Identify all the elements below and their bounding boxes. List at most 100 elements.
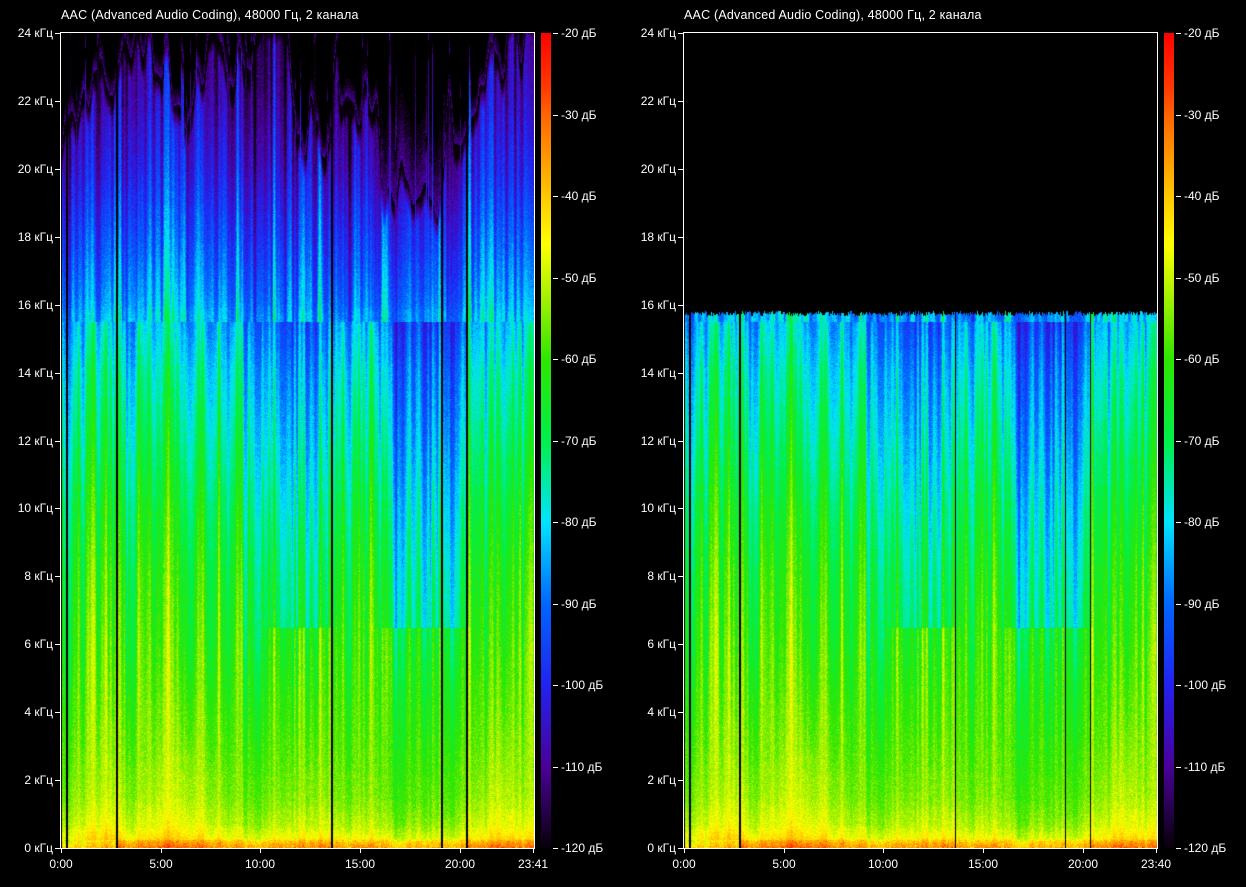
colorbar-tick [553,685,558,686]
y-tick-label: 4 кГц [24,705,53,719]
y-tick-label: 6 кГц [647,637,676,651]
y-axis-tick [55,848,60,849]
x-tick-label: 15:00 [344,857,376,871]
colorbar-tick-label: -30 дБ [1184,108,1220,122]
y-tick-label: 12 кГц [640,434,676,448]
colorbar-tick-label: -100 дБ [561,678,604,692]
y-tick-label: 4 кГц [647,705,676,719]
y-axis-tick [55,712,60,713]
y-tick-label: 22 кГц [640,94,676,108]
y-axis-tick [55,305,60,306]
y-tick-label: 14 кГц [640,366,676,380]
colorbar-tick [1176,522,1181,523]
colorbar-tick-label: -80 дБ [1184,515,1220,529]
colorbar-tick [1176,604,1181,605]
y-tick-label: 20 кГц [17,162,53,176]
y-tick-label: 8 кГц [24,569,53,583]
y-axis-tick [678,848,683,849]
colorbar-tick-label: -70 дБ [1184,434,1220,448]
x-tick-label: 0:00 [49,857,73,871]
y-tick-label: 18 кГц [17,230,53,244]
colorbar-tick-label: -40 дБ [1184,189,1220,203]
y-tick-label: 10 кГц [640,501,676,515]
y-tick-label: 16 кГц [17,298,53,312]
colorbar-tick-label: -110 дБ [1184,760,1226,774]
colorbar-gradient [1164,33,1174,848]
x-tick-label: 23:40 [1140,857,1172,871]
colorbar-tick-label: -90 дБ [561,597,597,611]
y-axis-tick [55,169,60,170]
x-axis-tick [1156,849,1157,853]
colorbar-tick-label: -20 дБ [561,26,597,40]
colorbar-tick [553,33,558,34]
x-axis-tick [983,849,984,853]
x-tick-label: 10:00 [244,857,276,871]
colorbar-tick-label: -60 дБ [561,352,597,366]
spectrogram-canvas [61,33,534,848]
y-tick-label: 24 кГц [17,26,53,40]
colorbar-tick-label: -120 дБ [561,841,604,855]
colorbar-gradient [541,33,551,848]
x-axis-tick [161,849,162,853]
x-axis-tick [260,849,261,853]
colorbar-tick [1176,359,1181,360]
panel-title: AAC (Advanced Audio Coding), 48000 Гц, 2… [61,8,359,22]
x-tick-label: 0:00 [672,857,696,871]
y-tick-label: 10 кГц [17,501,53,515]
colorbar-tick [1176,196,1181,197]
y-axis-tick [678,508,683,509]
colorbar-tick [553,848,558,849]
x-axis-tick [61,849,62,853]
colorbar-tick [553,604,558,605]
y-axis-tick [678,373,683,374]
y-axis-tick [55,373,60,374]
x-axis-tick [360,849,361,853]
y-axis-tick [55,644,60,645]
colorbar-tick-label: -70 дБ [561,434,597,448]
x-tick-label: 23:41 [517,857,549,871]
colorbar-tick-label: -90 дБ [1184,597,1220,611]
colorbar-tick [553,522,558,523]
y-tick-label: 20 кГц [640,162,676,176]
y-tick-label: 8 кГц [647,569,676,583]
y-tick-label: 0 кГц [647,841,676,855]
colorbar-tick [1176,685,1181,686]
y-tick-label: 12 кГц [17,434,53,448]
x-tick-label: 5:00 [772,857,796,871]
colorbar-tick [1176,441,1181,442]
x-axis-tick [784,849,785,853]
y-axis-tick [678,169,683,170]
x-tick-label: 20:00 [1067,857,1099,871]
y-axis-tick [55,237,60,238]
colorbar-tick-label: -40 дБ [561,189,597,203]
y-axis-tick [55,508,60,509]
x-axis-tick [460,849,461,853]
y-axis-tick [678,441,683,442]
colorbar-tick [1176,278,1181,279]
y-axis-tick [678,305,683,306]
y-axis-tick [678,101,683,102]
x-axis-tick [1083,849,1084,853]
y-tick-label: 16 кГц [640,298,676,312]
colorbar-tick-label: -120 дБ [1184,841,1227,855]
colorbar-tick-label: -80 дБ [561,515,597,529]
y-axis-tick [678,644,683,645]
colorbar-tick [1176,115,1181,116]
y-axis-tick [678,576,683,577]
colorbar-tick [553,441,558,442]
y-axis-tick [678,33,683,34]
colorbar-tick [553,115,558,116]
panel-title: AAC (Advanced Audio Coding), 48000 Гц, 2… [684,8,982,22]
plot-area [60,32,535,849]
colorbar-tick [553,196,558,197]
colorbar-tick-label: -30 дБ [561,108,597,122]
colorbar-tick [1176,33,1181,34]
y-tick-label: 22 кГц [17,94,53,108]
x-tick-label: 10:00 [867,857,899,871]
y-tick-label: 18 кГц [640,230,676,244]
x-axis-tick [684,849,685,853]
y-axis-tick [678,712,683,713]
spectrogram-panel-right: AAC (Advanced Audio Coding), 48000 Гц, 2… [623,0,1246,887]
spectrogram-panel-left: AAC (Advanced Audio Coding), 48000 Гц, 2… [17,8,604,871]
